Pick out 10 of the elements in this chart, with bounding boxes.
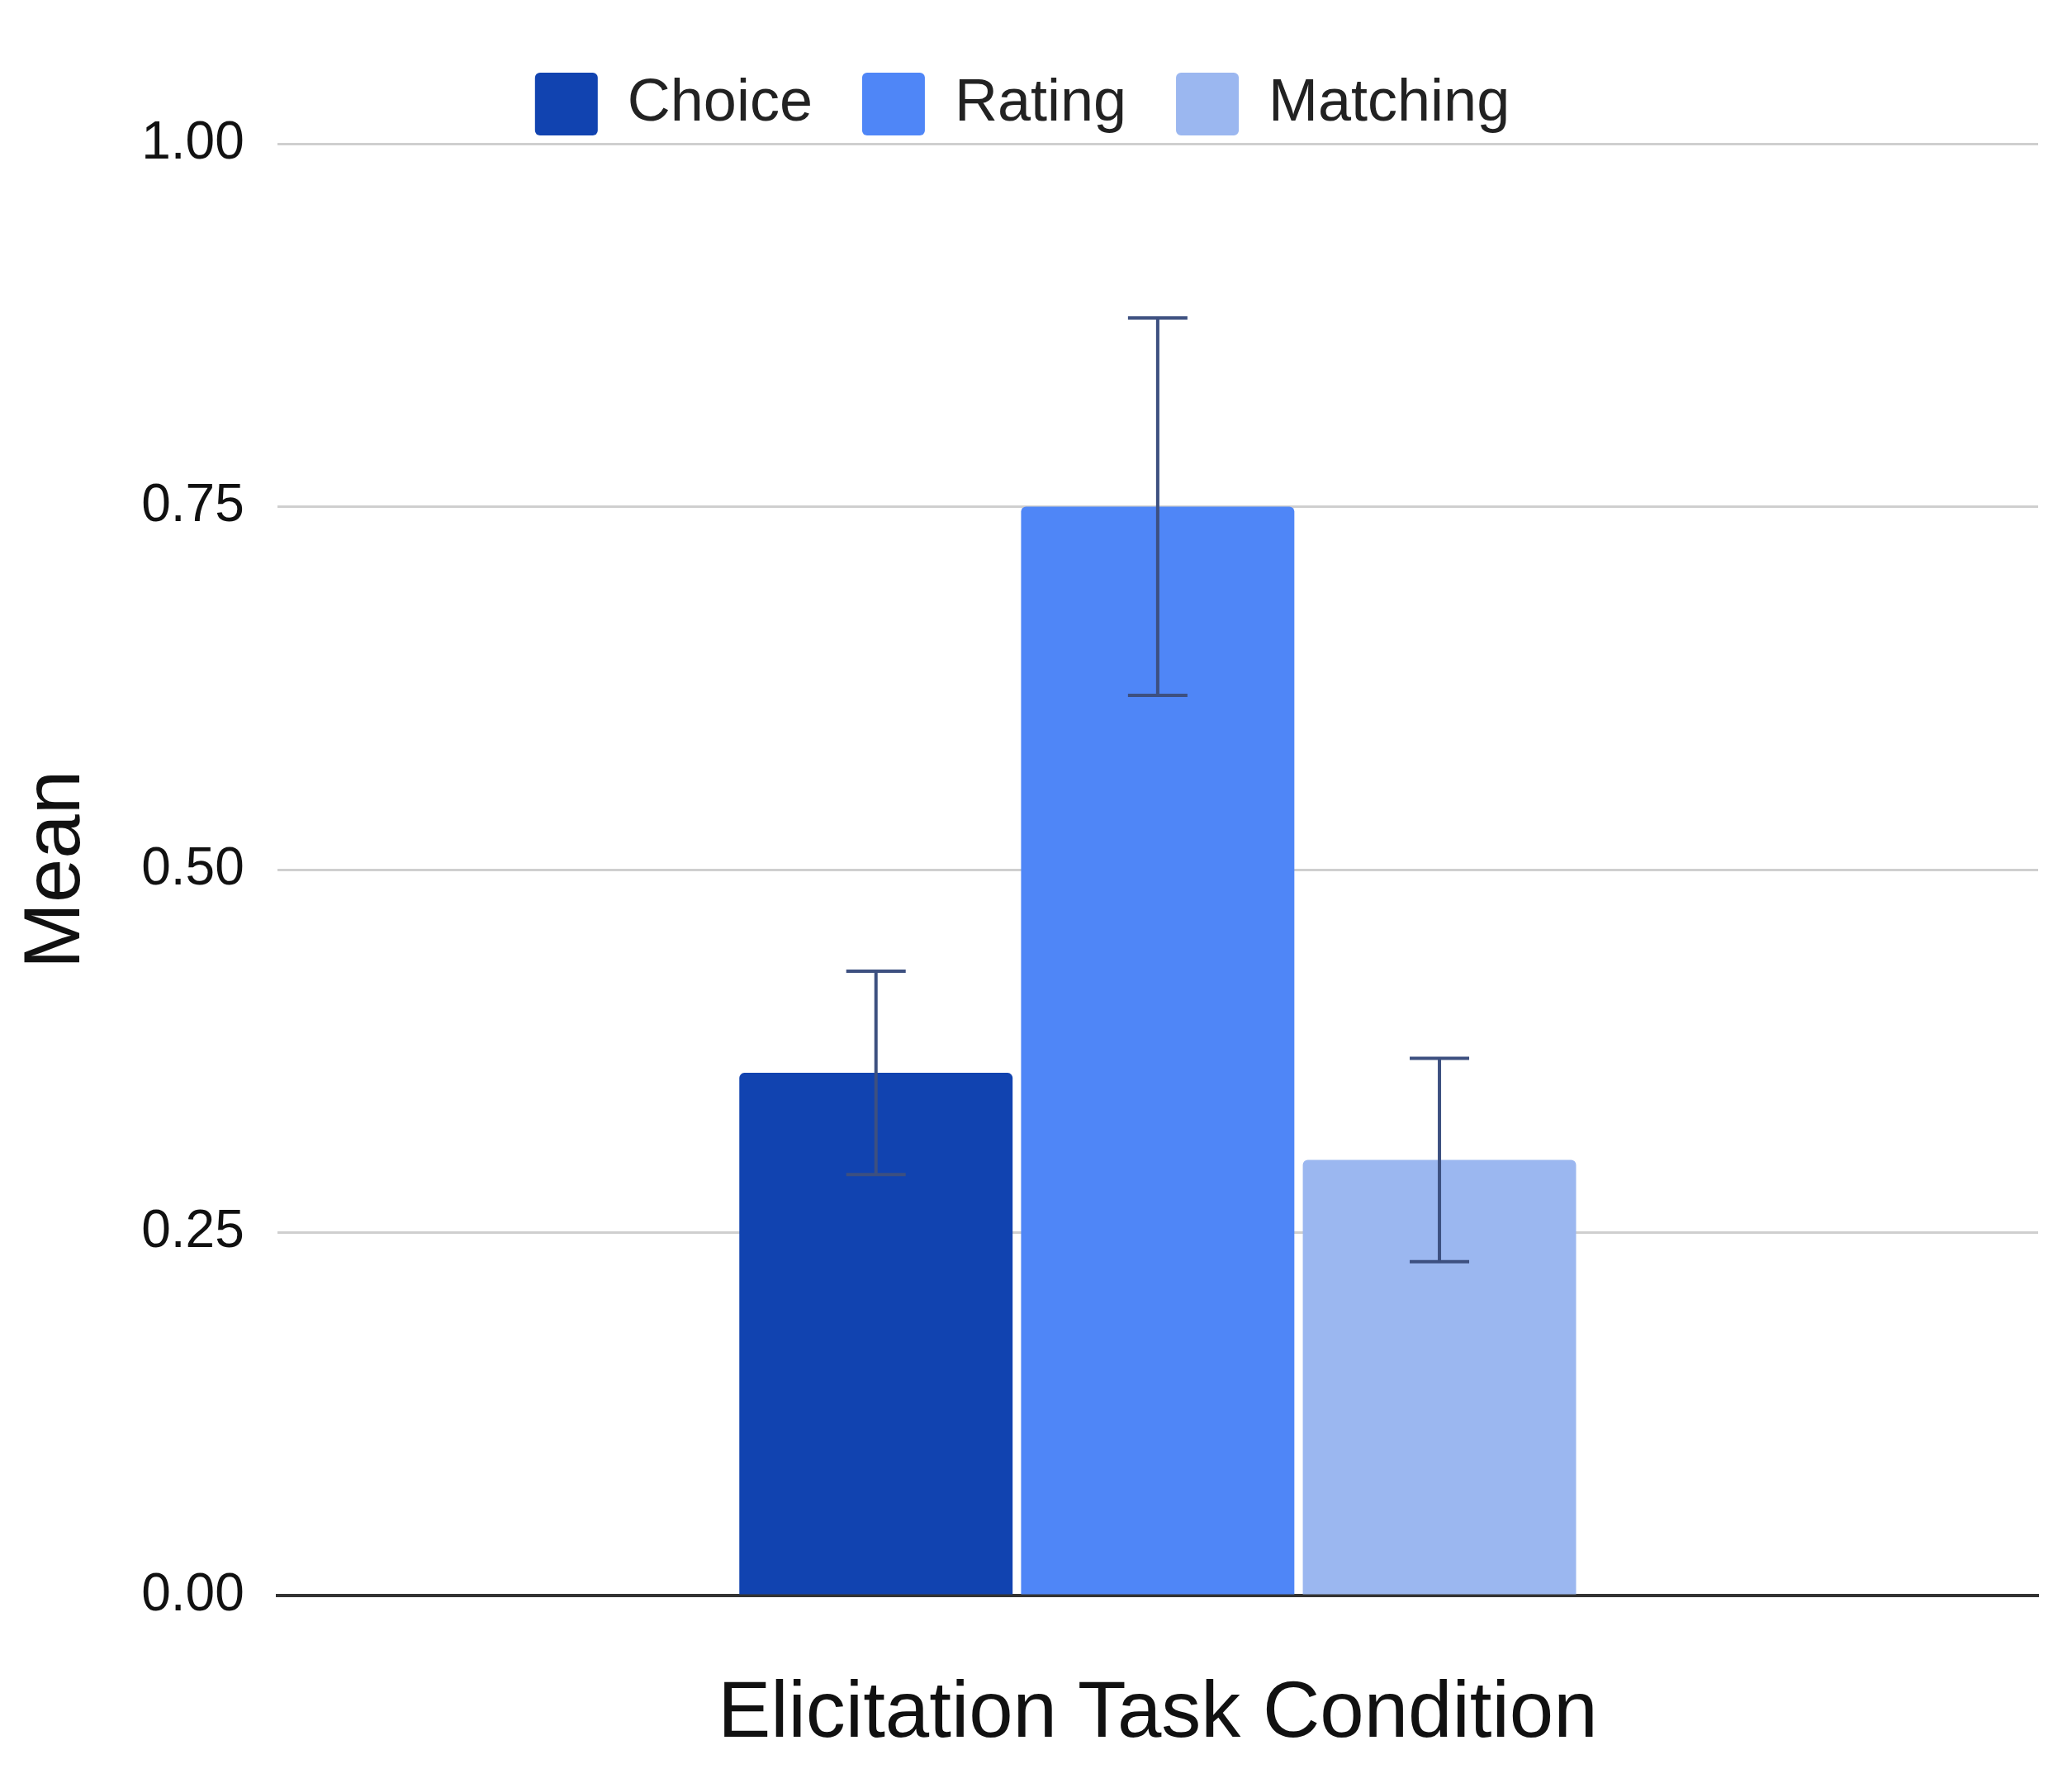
x-axis-title: Elicitation Task Condition xyxy=(718,1664,1598,1753)
legend-label: Choice xyxy=(627,66,813,133)
y-tick-label: 0.75 xyxy=(141,473,244,533)
y-tick-label: 1.00 xyxy=(141,110,244,170)
legend-label: Matching xyxy=(1268,66,1510,133)
y-axis-title: Mean xyxy=(7,770,97,970)
legend-label: Rating xyxy=(954,66,1127,133)
y-tick-label: 0.50 xyxy=(141,836,244,896)
y-tick-label: 0.00 xyxy=(141,1562,244,1622)
y-tick-label: 0.25 xyxy=(141,1199,244,1259)
